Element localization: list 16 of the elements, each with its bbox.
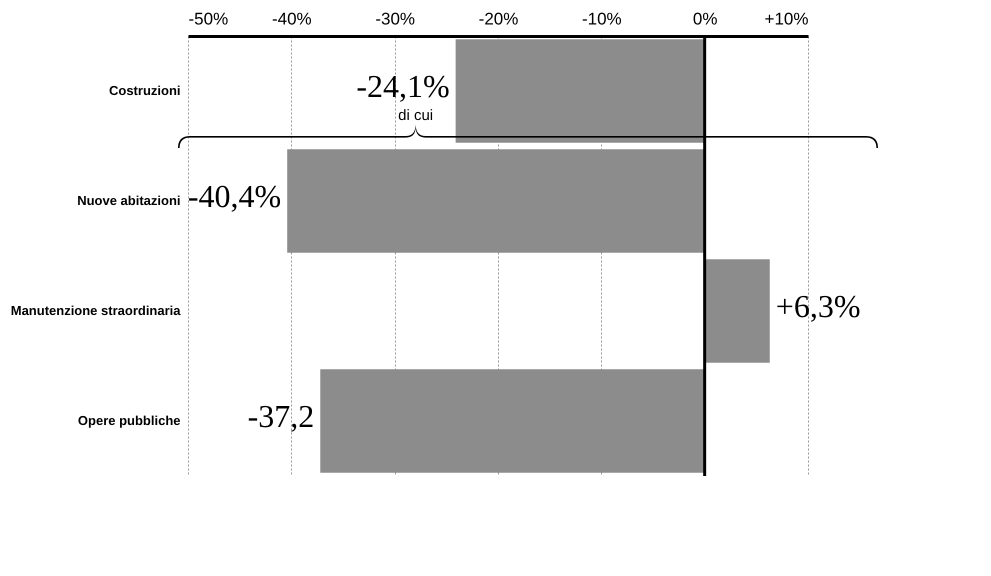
y-tick-label: Nuove abitazioni bbox=[77, 193, 180, 208]
x-tick-label: -50% bbox=[188, 10, 228, 28]
annotation: di cui bbox=[398, 107, 434, 124]
data-label: +6,3% bbox=[776, 288, 860, 324]
x-tick-label: +10% bbox=[764, 10, 808, 28]
y-tick-label: Manutenzione straordinaria bbox=[10, 303, 182, 318]
data-label: -37,2 bbox=[248, 398, 314, 434]
data-label: -40,4% bbox=[188, 178, 282, 214]
x-tick-label: -10% bbox=[582, 10, 622, 28]
y-tick-label: Opere pubbliche bbox=[78, 413, 180, 428]
x-tick-label: 0% bbox=[692, 10, 718, 28]
x-tick-label: -30% bbox=[375, 10, 416, 28]
data-label: -24,1% bbox=[356, 68, 450, 104]
x-tick-label: -20% bbox=[478, 10, 518, 28]
x-tick-label: -40% bbox=[272, 10, 312, 28]
y-tick-label: Costruzioni bbox=[109, 83, 180, 98]
